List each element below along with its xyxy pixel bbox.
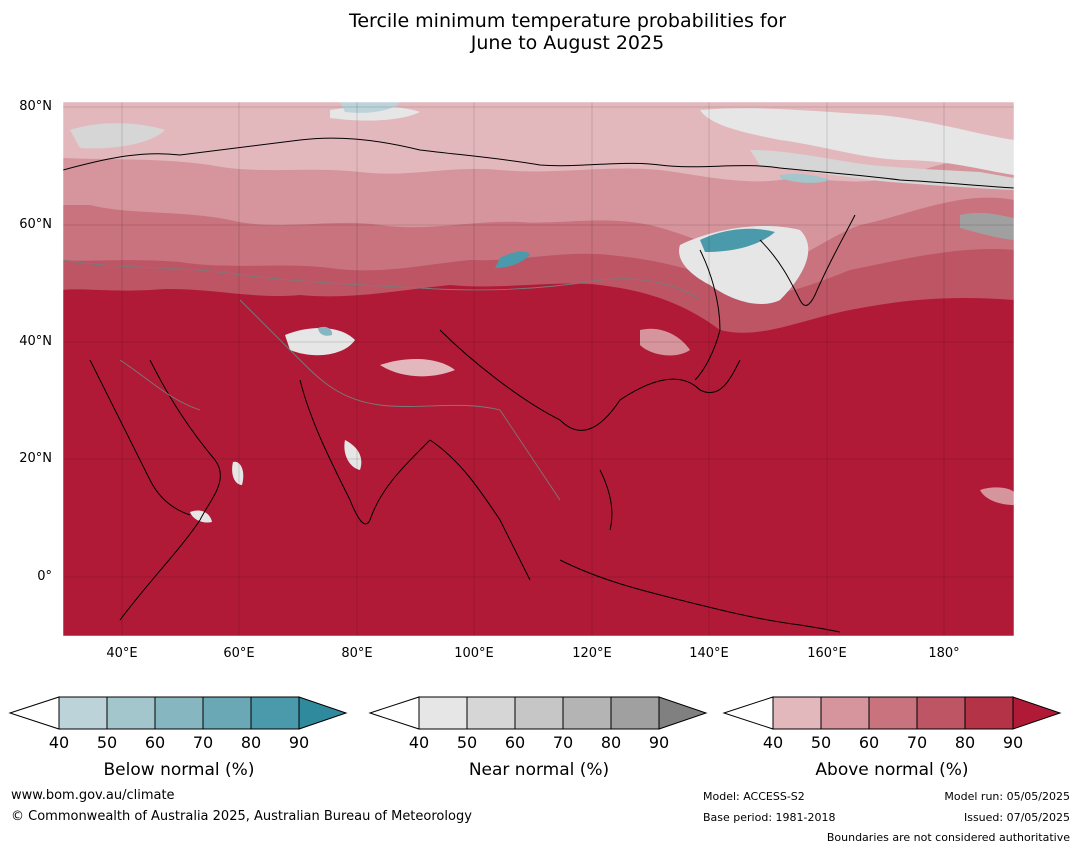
lon-label-60e: 60°E [223,646,255,661]
legend-near-bin-1 [418,696,468,730]
legend-near-arrow-min [368,696,420,730]
country-borders [63,259,701,501]
legend-above-tick: 50 [810,733,832,752]
legend-above-tick: 70 [906,733,928,752]
near-normal-patch-scandinavia [70,123,165,149]
legend-below-tick: 40 [48,733,70,752]
legend-below-bin-4 [202,696,252,730]
legend-below-title: Below normal (%) [103,760,255,780]
coastlines [63,137,1014,633]
legend-below-tick: 80 [240,733,262,752]
legend-above-tick: 60 [858,733,880,752]
legend-above-title: Above normal (%) [815,760,969,780]
lon-label-140e: 140°E [689,646,729,661]
lat-label-equator: 0° [37,569,52,584]
legend-above-tick: 40 [762,733,784,752]
legend-below-bin-3 [154,696,204,730]
footer-copyright: © Commonwealth of Australia 2025, Austra… [11,809,472,824]
legend-above-normal [722,696,1062,730]
footer-model-run: Model run: 05/05/2025 [944,790,1070,803]
legend-above-arrow-max [1012,696,1062,730]
legend-above-arrow-min [722,696,774,730]
map-canvas [63,102,1014,636]
map-gridlines [63,102,1014,636]
legend-near-tick: 70 [552,733,574,752]
map-title-line1: Tercile minimum temperature probabilitie… [348,10,787,32]
lon-label-100e: 100°E [454,646,494,661]
legend-near-tick: 50 [456,733,478,752]
legend-above-tick: 90 [1002,733,1024,752]
lon-label-40e: 40°E [106,646,138,661]
above-patch-tibet [380,358,455,377]
above-patch-pacific [980,487,1014,505]
legend-below-tick: 90 [288,733,310,752]
legend-below-bin-5 [250,696,300,730]
lat-label-60n: 60°N [19,217,52,232]
legend-near-arrow-max [658,696,708,730]
near-normal-patch-horn [190,510,212,523]
legend-below-arrow-max [298,696,348,730]
below-normal-patch-central-asia [318,326,333,336]
near-normal-patch-central-asia [285,328,355,356]
legend-below-bin-1 [58,696,108,730]
below-normal-patch-east-siberia [780,173,830,183]
map-frame [62,101,1015,637]
lon-label-160e: 160°E [807,646,847,661]
legend-near-title: Near normal (%) [468,760,610,780]
legend-below-tick: 60 [144,733,166,752]
legend-above-bin-3 [868,696,918,730]
legend-near-tick: 60 [504,733,526,752]
lat-label-20n: 20°N [19,451,52,466]
footer-model: Model: ACCESS-S2 [703,790,805,803]
legend-near-bin-4 [562,696,612,730]
legend-above-bin-2 [820,696,870,730]
lon-label-180: 180° [928,646,960,661]
legend-below-tick: 50 [96,733,118,752]
legend-near-bin-5 [610,696,660,730]
legend-near-tick: 90 [648,733,670,752]
near-normal-patch-bering [960,212,1014,240]
below-normal-patch-baikal [495,251,530,268]
lon-label-120e: 120°E [572,646,612,661]
legend-below-bin-2 [106,696,156,730]
legend-above-tick: 80 [954,733,976,752]
near-normal-patch-arabia [232,461,244,485]
footer-issued: Issued: 07/05/2025 [963,811,1070,824]
near-normal-patch-india [344,440,362,470]
map-title: Tercile minimum temperature probabilitie… [0,10,1081,54]
legend-near-tick: 80 [600,733,622,752]
legend-below-arrow-min [8,696,60,730]
legend-above-bin-1 [772,696,822,730]
legend-near-bin-2 [466,696,516,730]
above-patch-korea [640,328,690,356]
map-title-line2: June to August 2025 [470,32,665,54]
legend-above-bin-4 [916,696,966,730]
legend-above-bin-5 [964,696,1014,730]
near-normal-patch-siberia [700,108,1014,175]
legend-near-tick: 40 [408,733,430,752]
footer-base-period: Base period: 1981-2018 [703,811,836,824]
footer-disclaimer: Boundaries are not considered authoritat… [826,831,1070,844]
near-normal-patch-east [750,150,1014,190]
legend-below-tick: 70 [192,733,214,752]
below-normal-patch-okhotsk [700,228,775,252]
legend-near-bin-3 [514,696,564,730]
footer-url: www.bom.gov.au/climate [11,788,175,803]
lon-label-80e: 80°E [341,646,373,661]
below-normal-patch-arctic [340,102,400,113]
lat-label-40n: 40°N [19,334,52,349]
legend-near-normal [368,696,708,730]
lat-label-80n: 80°N [19,99,52,114]
legend-below-normal [8,696,348,730]
